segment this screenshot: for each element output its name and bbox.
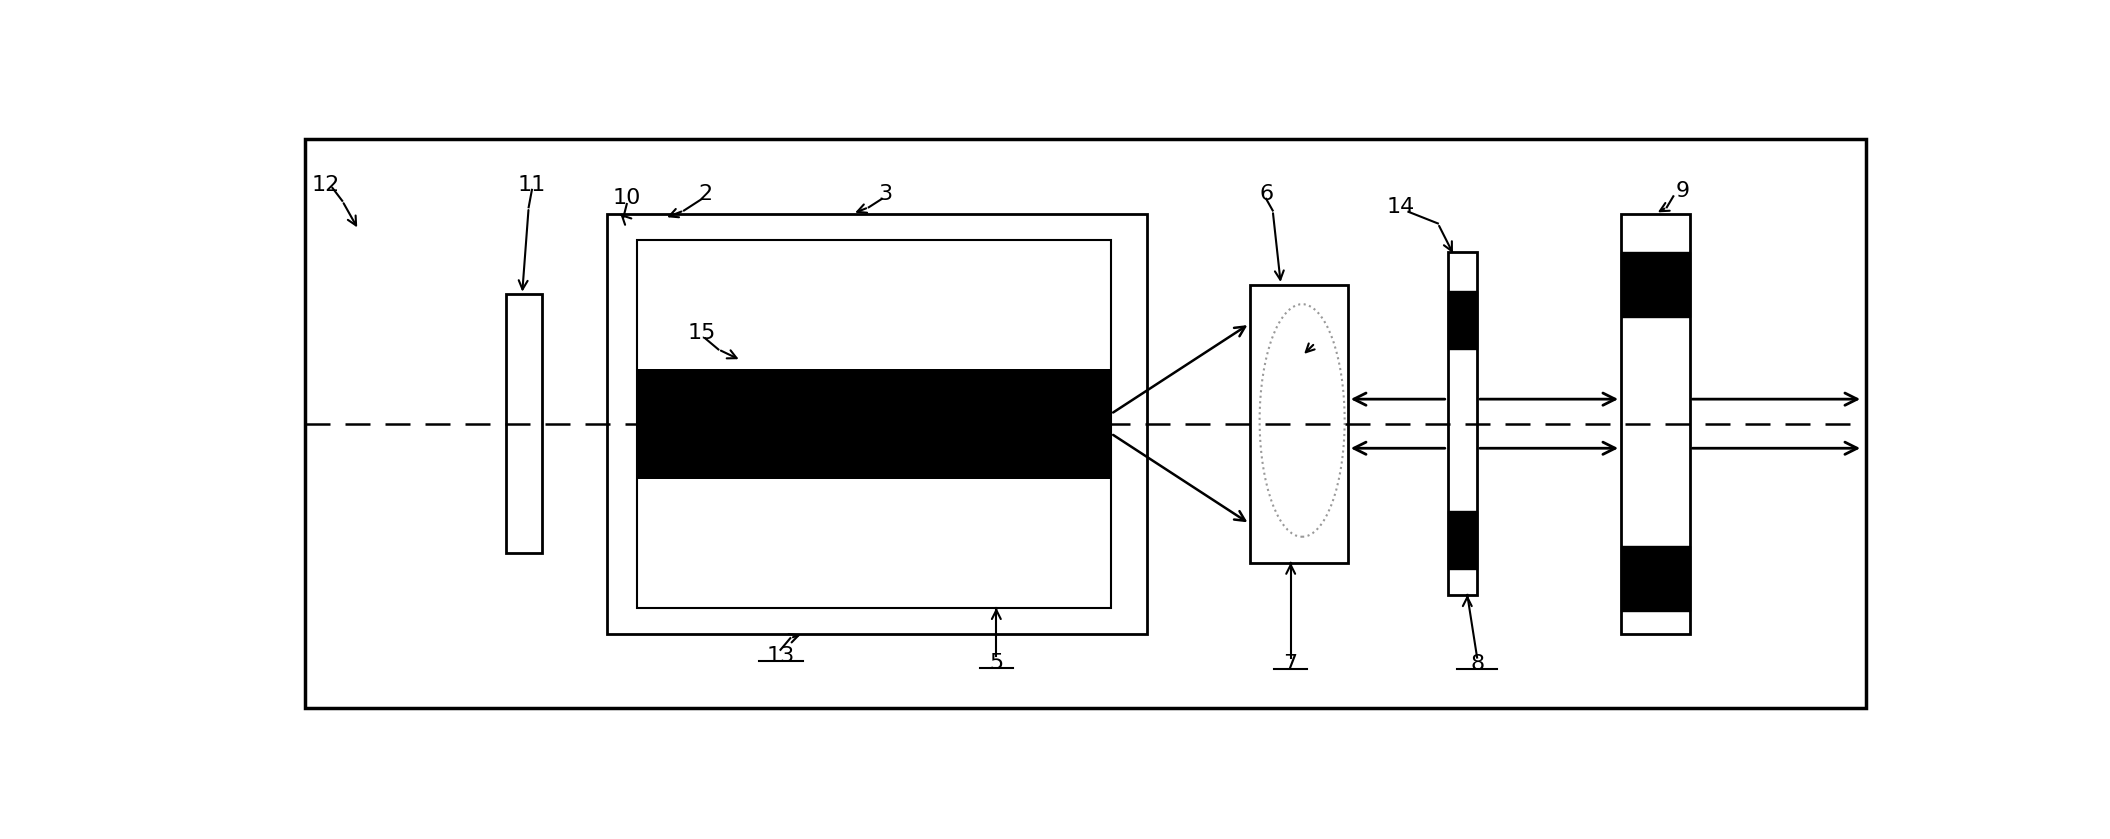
Text: 3: 3: [878, 185, 893, 205]
Text: 9: 9: [1675, 181, 1690, 201]
Text: 13: 13: [766, 646, 795, 666]
Bar: [1620, 214, 1690, 633]
Bar: [506, 294, 542, 553]
Bar: [1249, 284, 1348, 563]
Bar: [637, 369, 1110, 478]
Bar: [1447, 253, 1477, 595]
Text: 8: 8: [1471, 654, 1483, 674]
Bar: [1447, 511, 1477, 569]
Text: 10: 10: [612, 188, 641, 207]
Text: 15: 15: [688, 323, 715, 343]
Bar: [608, 214, 1148, 633]
Text: 11: 11: [517, 175, 546, 195]
Bar: [637, 240, 1110, 607]
Text: 14: 14: [1386, 197, 1414, 217]
Text: 6: 6: [1260, 185, 1272, 205]
Bar: [1620, 253, 1690, 317]
Text: 5: 5: [990, 653, 1004, 673]
Bar: [1447, 291, 1477, 349]
Text: 12: 12: [312, 175, 340, 195]
Bar: [304, 139, 1867, 708]
Text: 7: 7: [1283, 654, 1298, 674]
Text: 2: 2: [698, 185, 713, 205]
Bar: [1620, 546, 1690, 611]
